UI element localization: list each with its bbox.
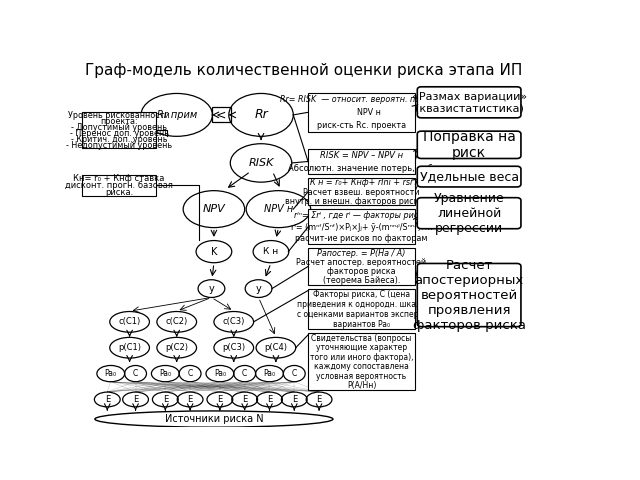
Text: вариантов Pa₀: вариантов Pa₀ bbox=[333, 320, 390, 329]
Text: Pa₀: Pa₀ bbox=[159, 369, 172, 378]
FancyBboxPatch shape bbox=[308, 288, 415, 329]
Text: приведения к однородн. шкале: приведения к однородн. шкале bbox=[297, 300, 426, 309]
FancyBboxPatch shape bbox=[417, 87, 521, 118]
Text: уточняющие характер: уточняющие характер bbox=[316, 343, 407, 352]
Text: того или иного фактора),: того или иного фактора), bbox=[310, 353, 413, 362]
Text: E: E bbox=[163, 395, 168, 404]
Text: Pапостер. = P(Hа / A): Pапостер. = P(Hа / A) bbox=[317, 249, 406, 258]
Text: NPV н: NPV н bbox=[342, 108, 381, 117]
Text: NPV н: NPV н bbox=[264, 204, 293, 214]
FancyBboxPatch shape bbox=[417, 198, 521, 229]
Text: Граф-модель количественной оценки риска этапа ИП: Граф-модель количественной оценки риска … bbox=[85, 63, 522, 78]
Text: условная вероятность: условная вероятность bbox=[316, 372, 406, 381]
Text: Удельные веса: Удельные веса bbox=[420, 170, 518, 183]
Text: NPV: NPV bbox=[202, 204, 225, 214]
Text: - Допустимый уровень: - Допустимый уровень bbox=[71, 123, 167, 132]
Text: риск-сть Rc. проекта: риск-сть Rc. проекта bbox=[317, 121, 406, 130]
Text: Расчет апостер. вероятностей: Расчет апостер. вероятностей bbox=[296, 258, 426, 267]
Text: Расчет
апостериорных
вероятностей
проявления
факторов риска: Расчет апостериорных вероятностей проявл… bbox=[413, 259, 525, 332]
Text: - Недопустимый уровень: - Недопустимый уровень bbox=[66, 141, 172, 150]
Text: E: E bbox=[188, 395, 193, 404]
Text: C: C bbox=[292, 369, 297, 378]
FancyBboxPatch shape bbox=[417, 131, 521, 158]
FancyBboxPatch shape bbox=[417, 264, 521, 327]
Text: y: y bbox=[209, 284, 214, 294]
Text: Pa₀: Pa₀ bbox=[214, 369, 226, 378]
Ellipse shape bbox=[95, 411, 333, 427]
Text: c(C2): c(C2) bbox=[166, 317, 188, 326]
Text: К н = r₀+ Кнф+ rIni + rsi: К н = r₀+ Кнф+ rIni + rsi bbox=[310, 178, 413, 187]
Text: - Перенос доп. уровень: - Перенос доп. уровень bbox=[70, 129, 169, 138]
Text: p(C3): p(C3) bbox=[222, 343, 245, 352]
FancyBboxPatch shape bbox=[83, 175, 156, 196]
Text: - Критич. доп. уровень: - Критич. доп. уровень bbox=[71, 135, 168, 144]
Text: rᴵⁿ= Σrᴵ , где rᴵ — факторы риска: rᴵⁿ= Σrᴵ , где rᴵ — факторы риска bbox=[294, 211, 429, 220]
Text: c(C3): c(C3) bbox=[223, 317, 245, 326]
Text: P(A/Hн): P(A/Hн) bbox=[347, 382, 376, 390]
Text: (теорема Байеса).: (теорема Байеса). bbox=[323, 276, 400, 285]
Text: p(C2): p(C2) bbox=[165, 343, 188, 352]
Text: rᴵ= (mⁿᶠ/Sⁿᶠ)×Pⱼ×Jⱼ+ ȳ-(mⁿʳᶣᴵ/Sⁿʳᶣᴵ)×x̄: rᴵ= (mⁿᶠ/Sⁿᶠ)×Pⱼ×Jⱼ+ ȳ-(mⁿʳᶣᴵ/Sⁿʳᶣᴵ)×x̄ bbox=[291, 223, 432, 232]
FancyBboxPatch shape bbox=[417, 166, 521, 187]
Text: p(C1): p(C1) bbox=[118, 343, 141, 352]
Text: RISK = NPV – NPV н: RISK = NPV – NPV н bbox=[320, 151, 403, 160]
Text: <: < bbox=[216, 108, 227, 121]
Text: Кн= r₀ + Кнф ставка: Кн= r₀ + Кнф ставка bbox=[74, 174, 165, 183]
Text: Rr прим: Rr прим bbox=[157, 110, 197, 120]
Text: Уравнение
линейной
регрессии: Уравнение линейной регрессии bbox=[434, 192, 504, 235]
Text: Уровень рискованности: Уровень рискованности bbox=[68, 111, 170, 120]
Text: Pa₀: Pa₀ bbox=[264, 369, 276, 378]
Text: E: E bbox=[292, 395, 297, 404]
Text: p(C4): p(C4) bbox=[264, 343, 287, 352]
Text: Источники риска N: Источники риска N bbox=[164, 414, 263, 424]
Text: Rr= RISK  — относит. вероятн. потерь,: Rr= RISK — относит. вероятн. потерь, bbox=[280, 96, 442, 104]
Text: E: E bbox=[316, 395, 322, 404]
Text: E: E bbox=[267, 395, 272, 404]
Text: C: C bbox=[133, 369, 138, 378]
FancyBboxPatch shape bbox=[308, 93, 415, 132]
Text: Свидетельства (вопросы: Свидетельства (вопросы bbox=[311, 334, 412, 343]
Text: E: E bbox=[105, 395, 110, 404]
Text: Расчет взвеш. вероятности: Расчет взвеш. вероятности bbox=[303, 188, 420, 196]
Text: Rr: Rr bbox=[254, 108, 268, 121]
Text: факторов риска: факторов риска bbox=[327, 267, 396, 276]
Text: K: K bbox=[211, 247, 217, 257]
Text: E: E bbox=[133, 395, 138, 404]
Text: расчит-ие рисков по факторам: расчит-ие рисков по факторам bbox=[295, 235, 428, 243]
Text: каждому сопоставлена: каждому сопоставлена bbox=[314, 362, 409, 372]
Text: дисконт. прогн. базовая: дисконт. прогн. базовая bbox=[65, 181, 173, 191]
Text: RISK: RISK bbox=[248, 158, 274, 168]
Text: Абсолютн. значение потерь, руб.: Абсолютн. значение потерь, руб. bbox=[287, 164, 435, 173]
Text: проекта:: проекта: bbox=[100, 117, 138, 126]
Text: c(C1): c(C1) bbox=[118, 317, 141, 326]
FancyBboxPatch shape bbox=[308, 178, 415, 205]
Text: К н: К н bbox=[263, 247, 278, 256]
Text: Pa₀: Pa₀ bbox=[105, 369, 117, 378]
FancyBboxPatch shape bbox=[308, 248, 415, 285]
Text: E: E bbox=[217, 395, 223, 404]
FancyBboxPatch shape bbox=[308, 333, 415, 390]
Text: риска.: риска. bbox=[105, 189, 133, 197]
Text: C: C bbox=[242, 369, 247, 378]
Text: C: C bbox=[188, 369, 193, 378]
FancyBboxPatch shape bbox=[83, 112, 156, 148]
Text: E: E bbox=[242, 395, 247, 404]
Text: «Размах вариации»
(квазистатистика): «Размах вариации» (квазистатистика) bbox=[412, 92, 527, 113]
Text: Факторы риска, С (цена: Факторы риска, С (цена bbox=[313, 290, 410, 299]
Text: y: y bbox=[256, 284, 261, 294]
FancyBboxPatch shape bbox=[308, 209, 415, 244]
Text: с оценками вариантов эксперт.: с оценками вариантов эксперт. bbox=[298, 310, 426, 319]
Text: внутр. и внешн. факторов риска ИП: внутр. и внешн. факторов риска ИП bbox=[285, 197, 438, 206]
FancyBboxPatch shape bbox=[308, 149, 415, 174]
Text: Поправка на
риск: Поправка на риск bbox=[422, 130, 516, 160]
